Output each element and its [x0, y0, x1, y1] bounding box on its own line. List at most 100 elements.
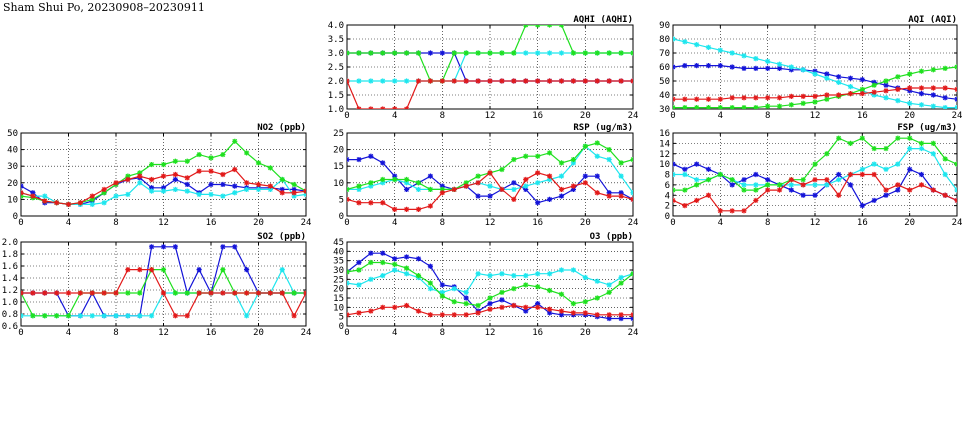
data-point-cyan: [137, 313, 143, 319]
data-point-green: [717, 171, 723, 178]
data-point-cyan: [244, 313, 250, 319]
y-tick-label: 1.6: [2, 262, 18, 272]
data-point-cyan: [523, 183, 529, 189]
data-point-blue: [427, 50, 434, 56]
data-point-red: [65, 290, 72, 296]
data-point-red: [137, 267, 143, 273]
data-point-blue: [812, 192, 818, 198]
x-tick-label: 4: [392, 328, 397, 338]
data-point-red: [606, 193, 612, 199]
data-point-blue: [694, 63, 700, 69]
data-point-red: [753, 95, 759, 101]
data-point-green: [883, 78, 889, 84]
data-point-blue: [741, 65, 747, 71]
data-point-cyan: [356, 282, 362, 288]
data-point-blue: [380, 160, 386, 166]
data-point-green: [753, 187, 759, 193]
data-point-green: [594, 140, 600, 146]
data-point-green: [729, 105, 735, 109]
data-point-green: [765, 182, 771, 188]
data-point-blue: [883, 192, 889, 198]
data-point-cyan: [558, 267, 565, 273]
data-point-red: [380, 106, 386, 109]
data-point-green: [475, 302, 481, 309]
data-point-green: [918, 68, 925, 74]
data-point-green: [788, 102, 794, 108]
data-point-green: [705, 105, 712, 109]
data-point-red: [717, 208, 723, 214]
data-point-red: [368, 308, 374, 314]
data-point-green: [582, 299, 588, 305]
y-tick-label: 90: [659, 21, 670, 31]
data-point-red: [812, 177, 818, 183]
data-point-green: [883, 145, 889, 152]
data-point-red: [618, 78, 624, 84]
data-point-cyan: [172, 186, 178, 193]
data-point-blue: [463, 295, 469, 301]
data-point-cyan: [546, 176, 553, 183]
x-tick-label: 8: [440, 328, 445, 338]
data-point-green: [415, 180, 422, 186]
x-tick-label: 24: [301, 328, 312, 338]
data-point-green: [570, 156, 577, 163]
data-point-red: [208, 290, 214, 296]
data-point-red: [930, 187, 936, 193]
data-point-green: [439, 293, 445, 299]
data-point-blue: [208, 181, 214, 188]
data-point-blue: [705, 166, 712, 172]
data-point-red: [836, 92, 842, 98]
data-point-cyan: [570, 267, 577, 273]
data-point-green: [523, 282, 529, 288]
data-point-green: [859, 135, 865, 141]
data-point-blue: [954, 96, 957, 102]
data-point-blue: [475, 193, 481, 199]
data-point-cyan: [499, 271, 505, 277]
data-point-green: [942, 65, 948, 71]
data-point-blue: [172, 244, 178, 250]
y-tick-label: 25: [333, 275, 344, 285]
data-point-red: [89, 290, 95, 296]
data-point-green: [582, 143, 588, 149]
series-group: [673, 135, 957, 214]
y-tick-label: 50: [659, 77, 670, 87]
y-tick-label: 40: [7, 146, 18, 156]
data-point-cyan: [101, 313, 107, 319]
data-point-red: [196, 290, 202, 296]
data-point-green: [160, 161, 167, 168]
x-tick-label: 0: [344, 218, 349, 228]
data-point-green: [741, 105, 747, 109]
data-point-blue: [717, 63, 723, 69]
x-tick-label: 8: [765, 111, 770, 121]
y-tick-label: 30: [7, 162, 18, 172]
data-point-green: [172, 158, 178, 164]
data-point-red: [403, 302, 410, 309]
data-point-green: [741, 187, 747, 193]
data-point-green: [694, 105, 700, 109]
x-tick-label: 16: [857, 111, 868, 121]
data-point-blue: [160, 185, 167, 191]
data-point-cyan: [558, 173, 565, 179]
data-point-green: [594, 50, 600, 56]
data-point-cyan: [836, 177, 842, 183]
data-point-green: [255, 160, 262, 166]
data-point-red: [347, 196, 350, 202]
data-point-red: [77, 200, 83, 206]
data-point-red: [741, 208, 747, 214]
data-point-green: [511, 50, 517, 56]
data-point-red: [487, 306, 493, 312]
data-point-green: [368, 50, 374, 56]
data-point-blue: [907, 88, 913, 94]
x-tick-label: 0: [670, 218, 675, 228]
data-point-blue: [930, 92, 936, 98]
data-point-blue: [705, 63, 712, 69]
y-tick-label: 1.8: [2, 250, 18, 260]
y-tick-label: 15: [333, 294, 344, 304]
data-point-cyan: [705, 44, 712, 50]
data-point-cyan: [125, 313, 131, 319]
data-point-red: [160, 173, 167, 179]
data-point-blue: [682, 166, 688, 172]
y-tick-label: 3.0: [328, 49, 344, 59]
data-point-cyan: [606, 282, 612, 288]
data-point-red: [451, 312, 457, 318]
